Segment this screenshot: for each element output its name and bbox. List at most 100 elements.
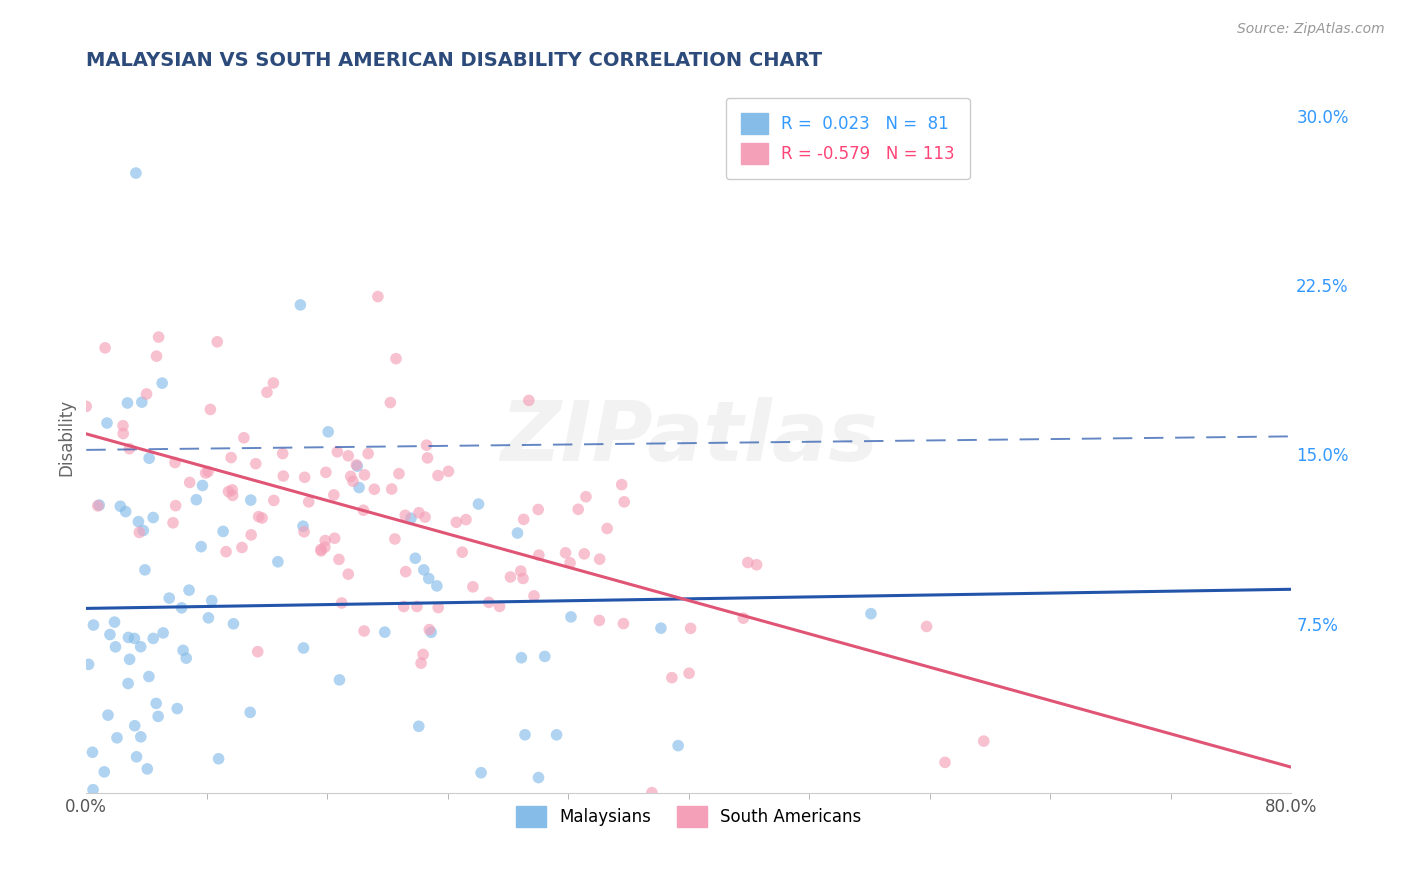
- Point: [596, 521, 619, 535]
- Point: [412, 648, 434, 662]
- Point: [111, 418, 134, 433]
- Point: [190, 540, 212, 554]
- Point: [374, 625, 396, 640]
- Point: [186, 492, 208, 507]
- Point: [385, 351, 408, 366]
- Point: [191, 478, 214, 492]
- Point: [412, 563, 434, 577]
- Point: [347, 481, 370, 495]
- Point: [733, 611, 755, 625]
- Point: [146, 709, 169, 723]
- Point: [194, 466, 217, 480]
- Point: [409, 656, 432, 670]
- Point: [96, 416, 118, 430]
- Point: [426, 579, 449, 593]
- Point: [145, 697, 167, 711]
- Point: [135, 387, 157, 401]
- Point: [641, 786, 664, 800]
- Point: [118, 442, 141, 456]
- Point: [342, 475, 364, 489]
- Point: [247, 509, 270, 524]
- Point: [197, 611, 219, 625]
- Point: [103, 615, 125, 629]
- Point: [420, 625, 443, 640]
- Point: [179, 475, 201, 490]
- Text: ZIPatlas: ZIPatlas: [501, 397, 877, 478]
- Point: [446, 516, 468, 530]
- Point: [467, 497, 489, 511]
- Point: [314, 540, 336, 554]
- Point: [546, 728, 568, 742]
- Point: [859, 607, 882, 621]
- Point: [125, 166, 148, 180]
- Point: [263, 493, 285, 508]
- Point: [239, 706, 262, 720]
- Point: [510, 650, 533, 665]
- Point: [316, 425, 339, 439]
- Point: [82, 745, 104, 759]
- Point: [124, 632, 146, 646]
- Point: [145, 349, 167, 363]
- Point: [337, 567, 360, 582]
- Point: [298, 495, 321, 509]
- Point: [172, 643, 194, 657]
- Point: [271, 446, 294, 460]
- Point: [136, 762, 159, 776]
- Point: [207, 334, 229, 349]
- Point: [117, 396, 139, 410]
- Point: [745, 558, 768, 572]
- Legend: Malaysians, South Americans: Malaysians, South Americans: [510, 799, 868, 834]
- Point: [256, 385, 278, 400]
- Point: [415, 438, 437, 452]
- Point: [322, 488, 344, 502]
- Point: [250, 511, 273, 525]
- Text: MALAYSIAN VS SOUTH AMERICAN DISABILITY CORRELATION CHART: MALAYSIAN VS SOUTH AMERICAN DISABILITY C…: [86, 51, 823, 70]
- Point: [157, 591, 180, 606]
- Point: [218, 484, 240, 499]
- Point: [512, 512, 534, 526]
- Point: [934, 756, 956, 770]
- Point: [363, 483, 385, 497]
- Point: [152, 626, 174, 640]
- Point: [506, 526, 529, 541]
- Point: [613, 495, 636, 509]
- Point: [588, 552, 610, 566]
- Point: [82, 782, 104, 797]
- Point: [612, 616, 634, 631]
- Point: [93, 764, 115, 779]
- Point: [413, 510, 436, 524]
- Point: [454, 513, 477, 527]
- Point: [309, 542, 332, 557]
- Point: [512, 571, 534, 585]
- Point: [478, 595, 501, 609]
- Point: [357, 447, 380, 461]
- Point: [650, 621, 672, 635]
- Point: [162, 516, 184, 530]
- Point: [232, 431, 254, 445]
- Point: [221, 488, 243, 502]
- Y-axis label: Disability: Disability: [58, 399, 75, 476]
- Point: [163, 456, 186, 470]
- Point: [117, 631, 139, 645]
- Point: [314, 533, 336, 548]
- Point: [315, 466, 337, 480]
- Point: [437, 464, 460, 478]
- Point: [125, 749, 148, 764]
- Text: Source: ZipAtlas.com: Source: ZipAtlas.com: [1237, 22, 1385, 37]
- Point: [292, 640, 315, 655]
- Point: [392, 599, 415, 614]
- Point: [406, 599, 429, 614]
- Point: [427, 468, 450, 483]
- Point: [75, 400, 97, 414]
- Point: [461, 580, 484, 594]
- Point: [128, 525, 150, 540]
- Point: [337, 449, 360, 463]
- Point: [309, 544, 332, 558]
- Point: [560, 610, 582, 624]
- Point: [328, 673, 350, 687]
- Point: [384, 532, 406, 546]
- Point: [77, 657, 100, 672]
- Point: [567, 502, 589, 516]
- Point: [138, 451, 160, 466]
- Point: [367, 289, 389, 303]
